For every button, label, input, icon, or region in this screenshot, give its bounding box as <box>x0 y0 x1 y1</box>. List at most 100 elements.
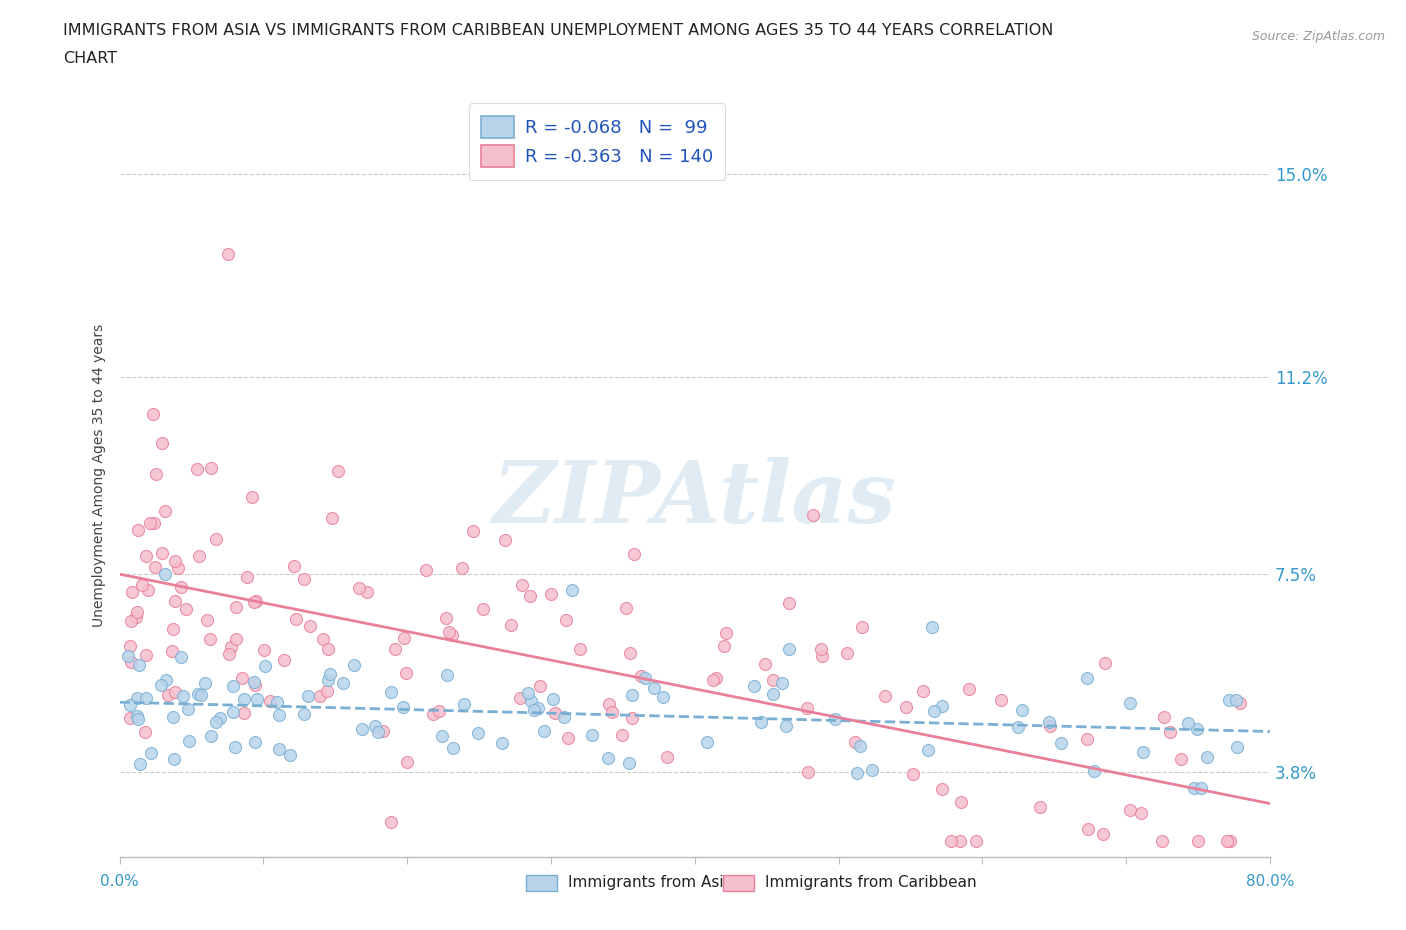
Point <box>142 406 165 421</box>
Point <box>316 641 339 656</box>
Point <box>157 687 180 702</box>
Point <box>200 728 222 743</box>
Point <box>602 704 624 719</box>
Text: CHART: CHART <box>63 51 117 66</box>
Point <box>873 689 896 704</box>
Point <box>533 724 555 738</box>
Point <box>557 731 579 746</box>
Point <box>243 595 266 610</box>
Point <box>1216 833 1239 848</box>
Point <box>120 638 142 653</box>
Point <box>1049 736 1071 751</box>
Point <box>754 657 776 671</box>
Point <box>519 588 541 603</box>
Point <box>1077 821 1099 836</box>
Point <box>553 710 575 724</box>
Point <box>541 692 564 707</box>
Point <box>619 645 641 660</box>
Point <box>415 563 437 578</box>
Point <box>254 658 277 673</box>
Point <box>835 645 858 660</box>
Point <box>315 684 337 698</box>
Point <box>561 583 583 598</box>
Point <box>135 690 157 705</box>
Point <box>356 585 378 600</box>
Point <box>801 507 824 522</box>
Point <box>371 724 394 738</box>
Point <box>166 561 188 576</box>
Point <box>195 613 218 628</box>
Point <box>957 682 980 697</box>
Point <box>451 561 474 576</box>
Point <box>512 578 534 592</box>
Point <box>150 546 173 561</box>
Point <box>283 559 305 574</box>
Point <box>236 569 259 584</box>
Point <box>540 587 562 602</box>
Point <box>245 678 267 693</box>
Point <box>520 694 543 709</box>
Point <box>391 699 413 714</box>
Point <box>461 523 484 538</box>
Point <box>762 686 785 701</box>
Point <box>129 757 152 772</box>
Point <box>127 523 149 538</box>
Point <box>713 638 735 653</box>
Point <box>441 628 464 643</box>
Point <box>233 706 256 721</box>
Point <box>1076 731 1098 746</box>
Point <box>434 611 457 626</box>
Point <box>990 693 1012 708</box>
Point <box>155 672 177 687</box>
Point <box>912 684 935 698</box>
Point <box>350 722 373 737</box>
Point <box>319 667 342 682</box>
Point <box>253 643 276 658</box>
Point <box>165 554 187 569</box>
Point <box>217 246 239 261</box>
Point <box>292 571 315 586</box>
Point <box>266 695 288 710</box>
Point <box>931 781 953 796</box>
Point <box>297 688 319 703</box>
Point <box>231 671 253 685</box>
Point <box>796 700 818 715</box>
Point <box>1187 833 1209 848</box>
Point <box>150 435 173 450</box>
Point <box>851 619 873 634</box>
Point <box>762 672 785 687</box>
Point <box>1150 833 1173 848</box>
Point <box>901 766 924 781</box>
Point <box>494 532 516 547</box>
Point <box>441 740 464 755</box>
Point <box>614 601 637 616</box>
Point <box>931 698 953 713</box>
Point <box>922 704 945 719</box>
Point <box>1219 833 1241 848</box>
Point <box>527 701 550 716</box>
Legend: R = -0.068   N =  99, R = -0.363   N = 140: R = -0.068 N = 99, R = -0.363 N = 140 <box>468 103 725 179</box>
Point <box>917 742 939 757</box>
Point <box>128 658 150 672</box>
Point <box>245 593 267 608</box>
Text: Immigrants from Asia: Immigrants from Asia <box>568 875 734 890</box>
Point <box>136 583 159 598</box>
Point <box>395 666 418 681</box>
Point <box>321 511 343 525</box>
Point <box>242 674 264 689</box>
Point <box>1119 803 1142 817</box>
Point <box>285 612 308 627</box>
Point <box>219 640 242 655</box>
Point <box>174 602 197 617</box>
Point <box>240 489 263 504</box>
Point <box>298 618 321 633</box>
Point <box>1177 715 1199 730</box>
Point <box>453 697 475 711</box>
Point <box>704 671 727 685</box>
Point <box>134 724 156 739</box>
Point <box>169 650 191 665</box>
Point <box>162 710 184 724</box>
Point <box>121 584 143 599</box>
Point <box>1092 827 1115 842</box>
Point <box>770 676 793 691</box>
